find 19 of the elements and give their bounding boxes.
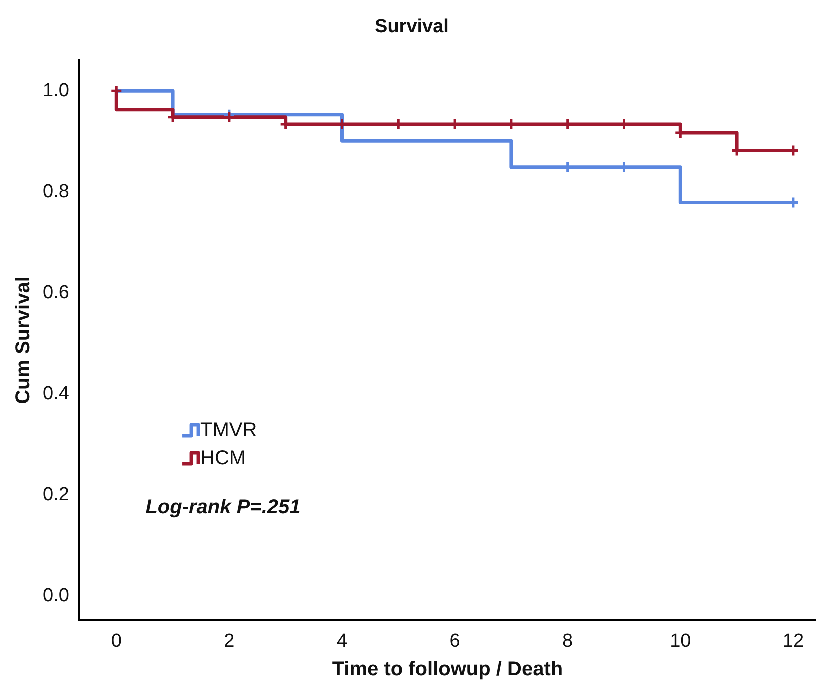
y-tick-label: 0.8 [42, 181, 70, 202]
y-tick-label: 1.0 [42, 80, 70, 102]
x-tick-label: 2 [224, 630, 235, 652]
x-tick-label: 10 [670, 630, 692, 652]
x-tick-label: 12 [782, 630, 804, 652]
x-tick-label: 8 [562, 630, 574, 652]
x-tick-label: 4 [336, 630, 348, 652]
y-tick-label: 0.2 [42, 484, 70, 506]
chart-title: Survival [375, 16, 449, 38]
y-axis-title: Cum Survival [12, 276, 35, 404]
x-tick-label: 0 [111, 630, 122, 652]
x-axis-title: Time to followup / Death [332, 658, 564, 681]
y-tick-label: 0.6 [42, 282, 70, 304]
y-tick-label: 0.4 [42, 384, 70, 405]
legend-label: HCM [200, 448, 246, 470]
legend-label: TMVR [200, 420, 258, 442]
annotation: Log-rank P=.251 [146, 496, 301, 519]
x-tick-label: 6 [450, 630, 460, 652]
y-tick-label: 0.0 [42, 586, 70, 607]
